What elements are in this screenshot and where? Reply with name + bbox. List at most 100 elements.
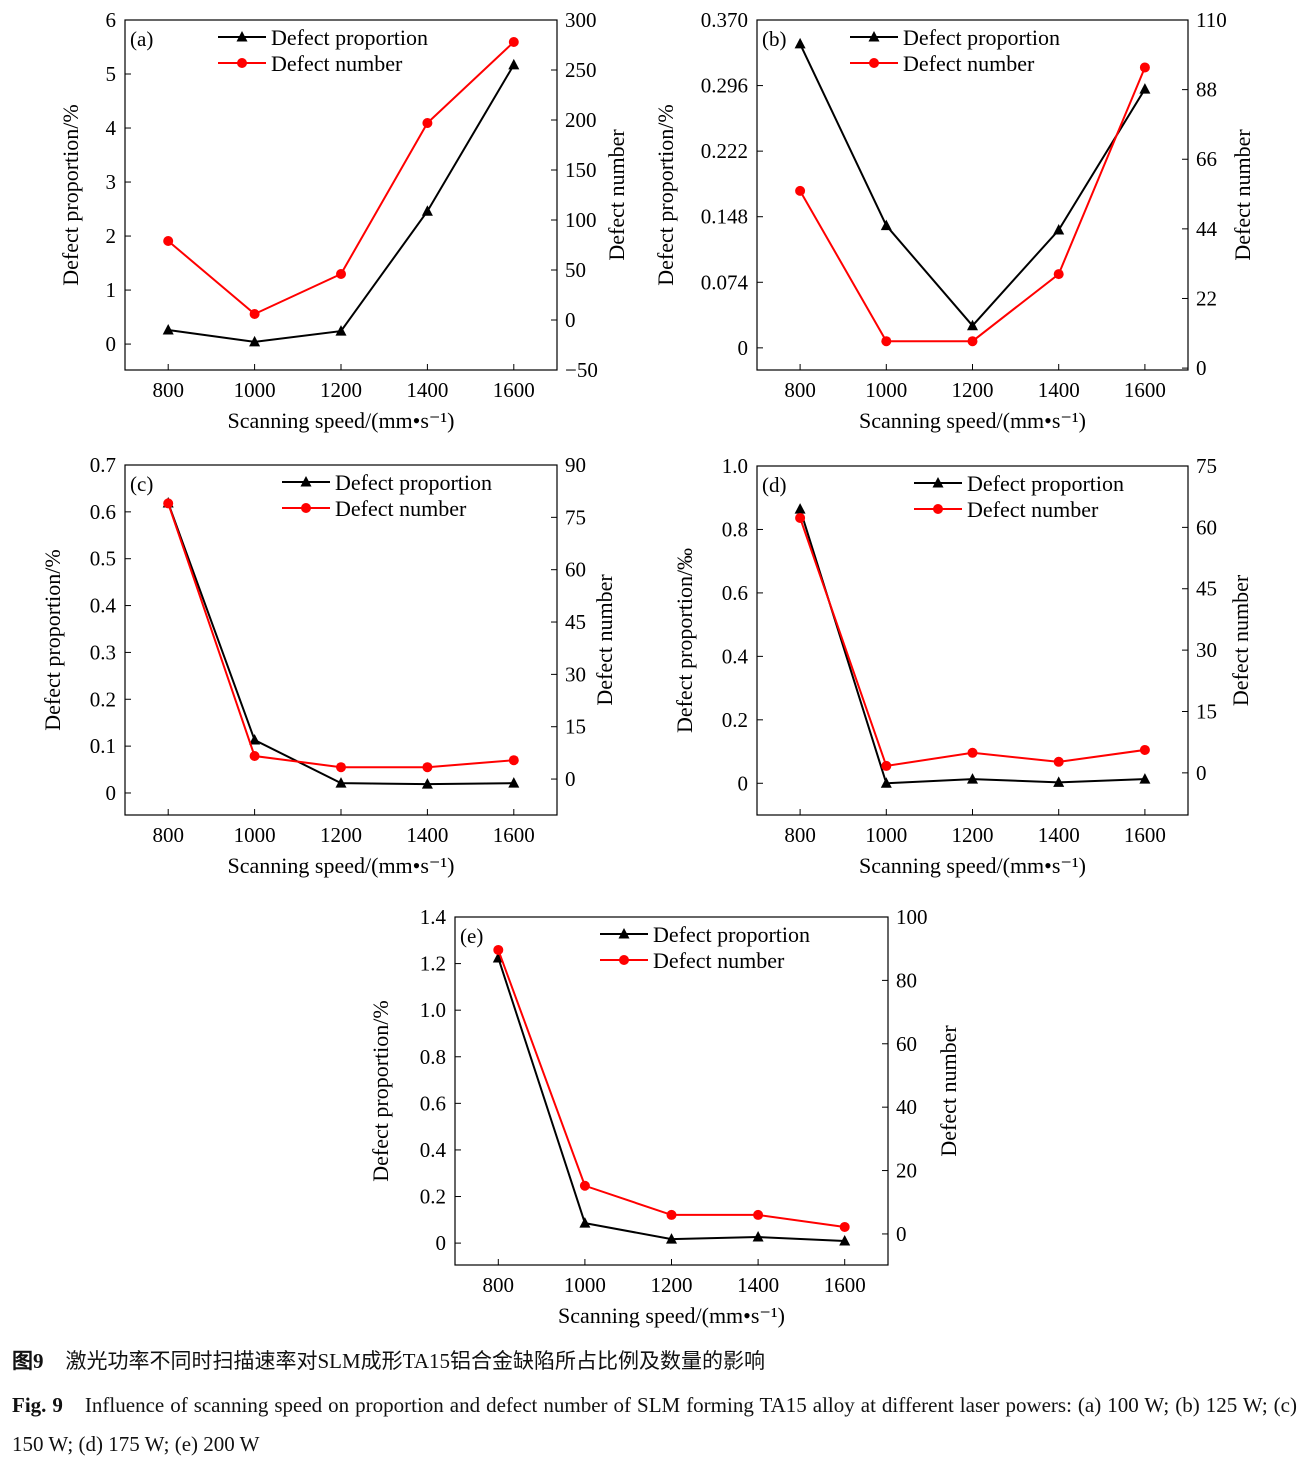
y2-tick-label: 40 xyxy=(896,1095,917,1119)
data-point-circle xyxy=(163,498,174,509)
x-axis-label: Scanning speed/(mm•s⁻¹) xyxy=(228,408,455,433)
data-point-triangle xyxy=(1053,776,1065,787)
data-point-circle xyxy=(1139,62,1150,73)
data-point-triangle xyxy=(579,1217,591,1228)
y-axis-label: Defect proportion/% xyxy=(653,104,678,285)
y2-tick-label: 0 xyxy=(1196,761,1207,785)
y2-tick-label: 0 xyxy=(565,767,576,791)
series-line-0 xyxy=(799,508,1145,785)
data-point-triangle xyxy=(335,777,347,788)
y-tick-label: 3 xyxy=(106,170,117,194)
legend-label: Defect proportion xyxy=(271,25,428,50)
data-point-circle xyxy=(881,336,892,347)
x-tick-label: 1600 xyxy=(1124,823,1166,847)
x-axis-label: Scanning speed/(mm•s⁻¹) xyxy=(228,853,455,878)
y2-tick-label: −50 xyxy=(565,358,598,382)
x-tick-label: 1000 xyxy=(865,378,907,402)
y-tick-label: 0.1 xyxy=(90,734,116,758)
data-point-triangle xyxy=(880,219,892,231)
data-point-triangle xyxy=(249,335,261,347)
x-tick-label: 1600 xyxy=(493,823,535,847)
x-tick-label: 1200 xyxy=(651,1273,693,1297)
data-point-circle xyxy=(666,1209,677,1220)
y2-tick-label: 30 xyxy=(1196,638,1217,662)
series-line-0 xyxy=(497,957,845,1243)
x-tick-label: 800 xyxy=(784,823,816,847)
x-tick-label: 1400 xyxy=(737,1273,779,1297)
data-point-circle xyxy=(1053,269,1064,280)
panel-label: (c) xyxy=(130,472,153,496)
panel-label: (b) xyxy=(762,27,787,51)
data-point-circle xyxy=(753,1209,764,1220)
x-tick-label: 800 xyxy=(152,823,184,847)
panel-label: (e) xyxy=(460,924,483,948)
chart-panel-d: 800 1000 1200 1400 1600 0 0.2 0.4 0.6 0.8 1.0 0 15 30… xyxy=(672,454,1253,878)
y2-tick-label: 0 xyxy=(896,1222,907,1246)
y-tick-label: 0.6 xyxy=(90,500,116,524)
y2-tick-label: 66 xyxy=(1196,147,1217,171)
legend-marker-circle xyxy=(237,58,247,68)
data-point-triangle xyxy=(335,325,347,336)
y2-tick-label: 60 xyxy=(1196,515,1217,539)
y2-axis-label: Defect number xyxy=(1228,574,1253,706)
data-point-triangle xyxy=(880,777,892,788)
data-point-circle xyxy=(422,118,433,128)
y2-tick-label: 60 xyxy=(896,1032,917,1056)
data-point-circle xyxy=(508,37,519,47)
y-tick-label: 1.0 xyxy=(722,454,748,478)
data-point-circle xyxy=(336,762,346,773)
x-tick-label: 1200 xyxy=(952,823,994,847)
y-tick-label: 0.222 xyxy=(701,139,748,163)
x-tick-label: 1600 xyxy=(824,1273,866,1297)
data-point-triangle xyxy=(162,324,174,335)
legend-label: Defect number xyxy=(335,496,467,521)
y-tick-label: 0.148 xyxy=(701,205,748,229)
x-tick-label: 1200 xyxy=(320,378,362,402)
y2-axis-label: Defect number xyxy=(1230,129,1255,261)
y2-tick-label: 20 xyxy=(896,1159,917,1183)
series-line-1 xyxy=(167,503,514,769)
y2-tick-label: 75 xyxy=(1196,454,1217,478)
data-point-circle xyxy=(249,751,260,762)
y-tick-label: 0.074 xyxy=(701,270,749,294)
data-point-triangle xyxy=(666,1233,677,1244)
y-axis-label: Defect proportion/% xyxy=(58,104,83,285)
data-point-triangle xyxy=(508,777,520,788)
legend-marker-triangle xyxy=(932,477,944,488)
y-tick-label: 1 xyxy=(106,278,117,302)
y2-tick-label: 30 xyxy=(565,662,586,686)
x-tick-label: 1000 xyxy=(234,823,276,847)
y-axis-label: Defect proportion/% xyxy=(40,549,65,730)
legend-label: Defect proportion xyxy=(967,471,1124,496)
data-point-triangle xyxy=(967,319,978,331)
y-tick-label: 0.6 xyxy=(420,1091,446,1115)
series-line-0 xyxy=(799,43,1146,328)
y2-tick-label: 100 xyxy=(565,208,597,232)
legend-marker-circle xyxy=(869,58,879,68)
y2-tick-label: 100 xyxy=(896,905,928,929)
y-tick-label: 0 xyxy=(738,336,749,360)
y-tick-label: 0.4 xyxy=(90,594,117,618)
legend-label: Defect number xyxy=(967,497,1099,522)
y2-axis-label: Defect number xyxy=(604,129,629,261)
data-point-circle xyxy=(1139,744,1150,755)
y2-axis-label: Defect number xyxy=(936,1025,961,1157)
data-point-circle xyxy=(795,185,806,196)
legend-label: Defect proportion xyxy=(653,922,810,947)
legend-label: Defect number xyxy=(653,948,785,973)
data-point-circle xyxy=(1053,756,1064,767)
data-point-circle xyxy=(967,336,978,347)
y-tick-label: 6 xyxy=(106,8,117,32)
legend-marker-triangle xyxy=(236,31,248,42)
data-point-circle xyxy=(422,762,433,773)
data-point-circle xyxy=(336,269,346,279)
x-tick-label: 1000 xyxy=(234,378,276,402)
legend-label: Defect proportion xyxy=(335,470,492,495)
x-tick-label: 1400 xyxy=(1038,378,1080,402)
y2-tick-label: 200 xyxy=(565,108,597,132)
y-tick-label: 0 xyxy=(106,332,117,356)
data-point-circle xyxy=(795,512,806,523)
chart-panel-a: 800 1000 1200 1400 1600 0 1 2 3 4 5 6 −50 0 50 100 150 20… xyxy=(58,8,629,433)
chart-panel-c: 800 1000 1200 1400 1600 0 0.1 0.2 0.3 0.4 0.5 0.6 0.… xyxy=(40,453,617,878)
y-tick-label: 0 xyxy=(738,771,749,795)
